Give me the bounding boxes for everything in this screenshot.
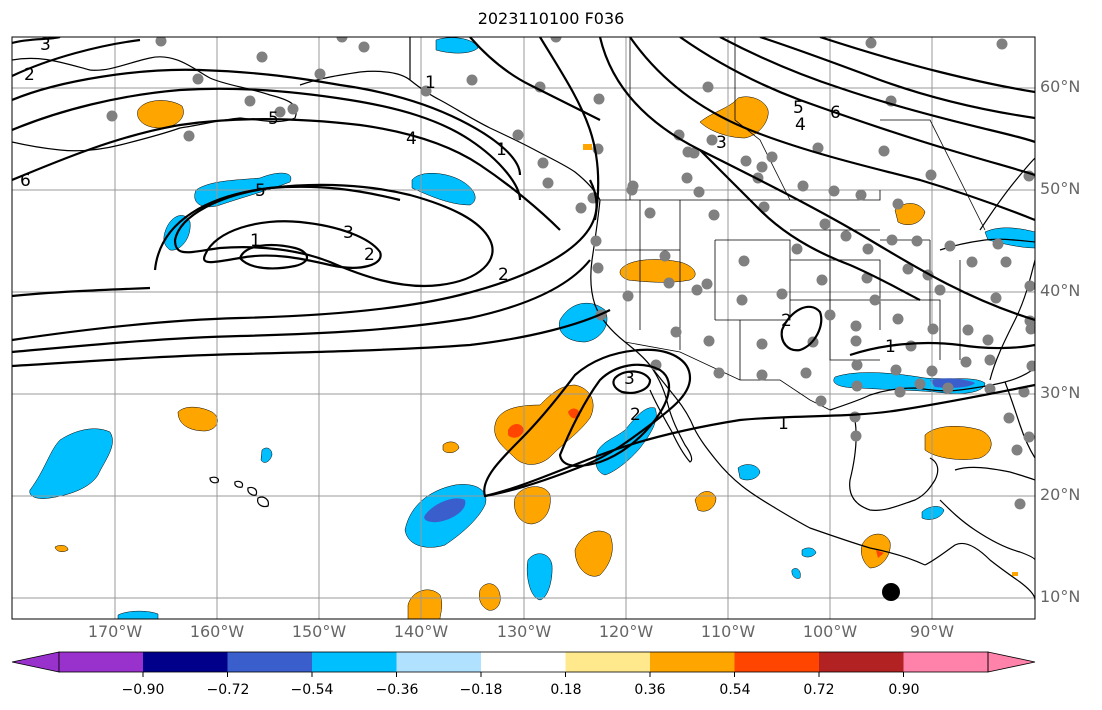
colorbar-swatch (903, 652, 988, 672)
map-title: 2023110100 F036 (477, 9, 625, 28)
contour-label: 5 (255, 181, 266, 201)
colorbar-swatch (481, 652, 566, 672)
colorbar-tick-label: −0.54 (290, 682, 334, 698)
contour-label: 2 (24, 65, 35, 85)
station-markers (106, 37, 1035, 510)
colorbar-tick-label: −0.90 (121, 682, 165, 698)
colorbar (11, 651, 1036, 677)
colorbar-swatch (227, 652, 313, 672)
lon-label: 120°W (598, 622, 654, 641)
lon-label: 150°W (291, 622, 347, 641)
colorbar-extend-max (987, 651, 1036, 673)
lat-label: 30°N (1040, 383, 1081, 402)
colorbar-tick-label: 0.72 (803, 682, 835, 698)
lon-label: 90°W (909, 622, 955, 641)
lon-label: 160°W (189, 622, 245, 641)
contour-label: 2 (498, 265, 509, 285)
marker-dot (882, 583, 900, 601)
colorbar-swatch (819, 652, 904, 672)
positive-shading (54, 96, 1018, 619)
colorbar-tick-label: 0.90 (888, 682, 920, 698)
contour-label: 3 (716, 133, 727, 153)
colorbar-swatch (312, 652, 397, 672)
colorbar-swatch (396, 652, 482, 672)
contour-label: 1 (496, 140, 507, 160)
colorbar-swatch (734, 652, 820, 672)
contour-label: 1 (250, 231, 261, 251)
contour-label: 2 (630, 405, 641, 425)
contour-label: 5 (793, 98, 804, 118)
political-borders (595, 37, 986, 411)
contour-label: 5 (268, 109, 279, 129)
map-frame (11, 36, 1036, 620)
lon-label: 170°W (87, 622, 143, 641)
contour-label: 2 (364, 245, 375, 265)
contours (12, 37, 1035, 498)
colorbar-tick-label: 0.54 (719, 682, 751, 698)
lat-label: 10°N (1040, 587, 1081, 606)
contour-label: 1 (885, 337, 896, 357)
colorbar-extend-min (11, 651, 60, 673)
contour-label: 1 (425, 73, 436, 93)
contour-label: 3 (40, 35, 51, 55)
lat-label: 40°N (1040, 281, 1081, 300)
colorbar-tick-label: −0.36 (375, 682, 419, 698)
contour-label: 4 (795, 115, 806, 135)
contour-label: 6 (830, 103, 841, 123)
colorbar-outline (58, 651, 989, 673)
lon-label: 100°W (802, 622, 858, 641)
contour-label: 3 (343, 223, 354, 243)
contour-label: 1 (778, 414, 789, 434)
colorbar-tick-label: −0.18 (459, 682, 503, 698)
contour-label: 2 (781, 311, 792, 331)
contour-label: 4 (406, 129, 417, 149)
contour-label: 3 (624, 369, 635, 389)
colorbar-tick-label: 0.18 (550, 682, 582, 698)
lat-label: 60°N (1040, 77, 1081, 96)
contour-labels: 1 2 3 4 5 6 1 2 3 5 1 2 3 4 5 6 2 1 3 2 … (20, 35, 896, 434)
lat-label: 20°N (1040, 485, 1081, 504)
graticule (12, 37, 1035, 619)
lon-label: 130°W (496, 622, 552, 641)
colorbar-swatch (650, 652, 735, 672)
contour-label: 6 (20, 171, 31, 191)
colorbar-tick-label: 0.36 (634, 682, 666, 698)
colorbar-swatch (143, 652, 228, 672)
colorbar-tick-label: −0.72 (206, 682, 250, 698)
lon-label: 110°W (700, 622, 756, 641)
lat-label: 50°N (1040, 179, 1081, 198)
colorbar-swatch (59, 652, 143, 672)
lon-label: 140°W (393, 622, 449, 641)
colorbar-swatch (565, 652, 651, 672)
